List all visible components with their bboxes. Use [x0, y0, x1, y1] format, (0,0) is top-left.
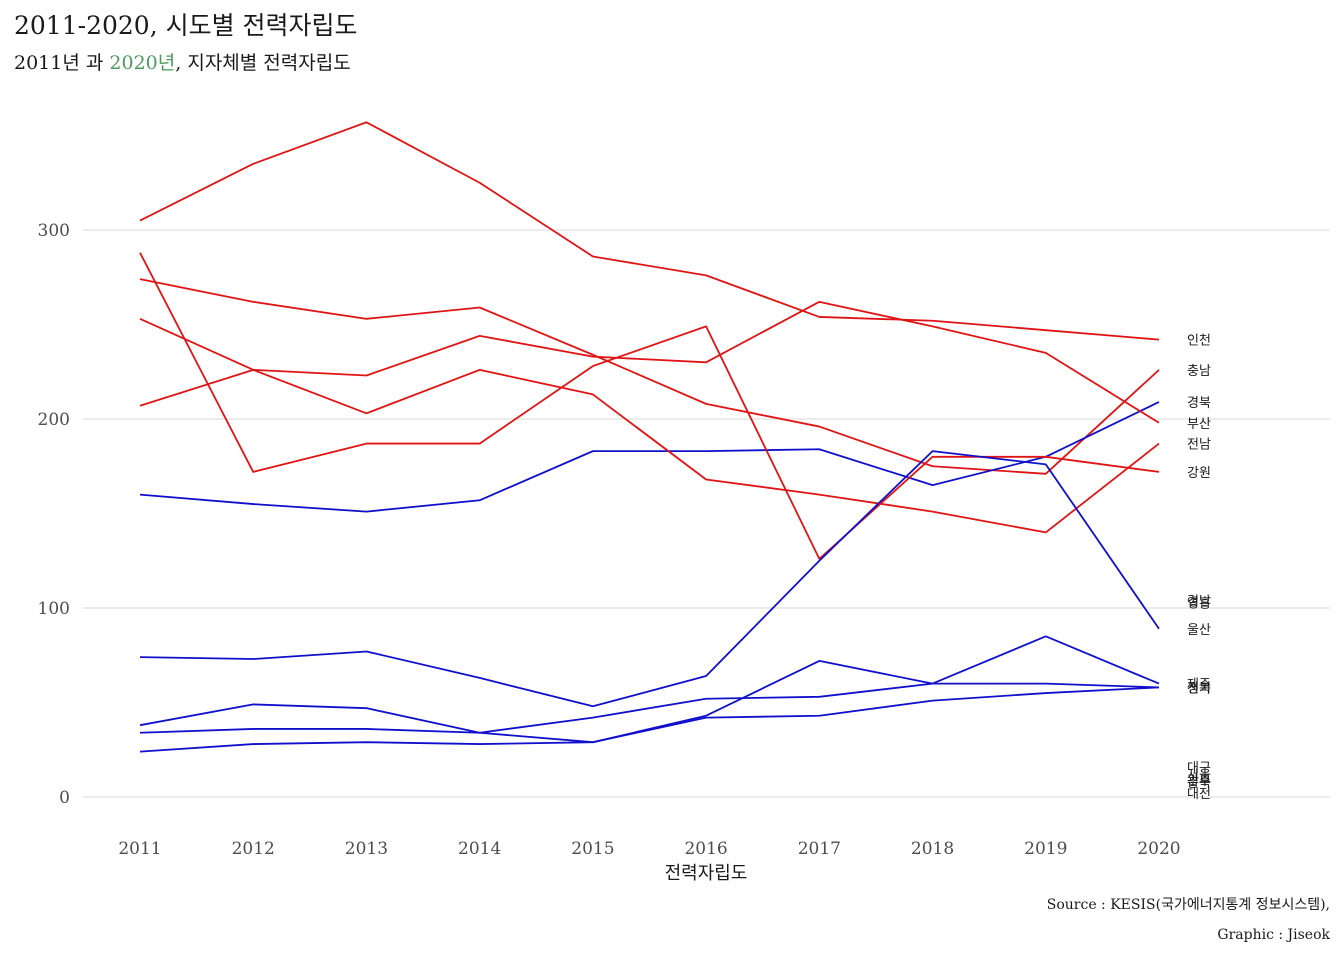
- series-line: [140, 279, 1159, 474]
- series-end-label: 울산: [1187, 623, 1211, 638]
- y-tick-label: 0: [59, 788, 70, 808]
- series-line: [140, 636, 1159, 742]
- x-tick-label: 2015: [571, 839, 614, 859]
- series-line: [140, 253, 1159, 559]
- y-tick-label: 300: [38, 221, 70, 241]
- y-tick-label: 200: [38, 410, 70, 430]
- x-tick-label: 2011: [118, 839, 161, 859]
- x-tick-label: 2018: [911, 839, 954, 859]
- series-line: [140, 451, 1159, 706]
- x-tick-label: 2012: [232, 839, 275, 859]
- series-line: [140, 302, 1159, 423]
- series-lines: [140, 122, 1159, 751]
- x-tick-label: 2016: [684, 839, 727, 859]
- series-end-label: 영흥: [1187, 596, 1211, 611]
- x-tick-label: 2014: [458, 839, 501, 859]
- x-tick-label: 2019: [1024, 839, 1067, 859]
- series-line: [140, 687, 1159, 751]
- graphic-caption: Graphic : Jiseok: [1217, 927, 1330, 943]
- series-end-label: 강원: [1187, 466, 1211, 481]
- series-end-label: 전남: [1187, 438, 1211, 453]
- x-tick-label: 2013: [345, 839, 388, 859]
- series-end-label: 부산: [1187, 417, 1211, 432]
- series-line: [140, 319, 1159, 533]
- series-end-label: 경북: [1187, 396, 1211, 411]
- x-tick-label: 2020: [1137, 839, 1180, 859]
- gridlines: [83, 230, 1330, 797]
- x-axis: 2011 2012 2013 2014 2015 2016 2017 2018 2019 2020: [118, 839, 1180, 859]
- series-end-label: 경기: [1187, 681, 1211, 696]
- series-end-label: 충남: [1187, 364, 1211, 379]
- y-tick-label: 100: [38, 599, 70, 619]
- y-axis: 0 100 200 300: [38, 221, 70, 808]
- series-end-label: 대전: [1187, 787, 1211, 802]
- source-caption: Source : KESIS(국가에너지통계 정보시스템),: [1047, 894, 1330, 914]
- series-end-label: 인천: [1187, 334, 1211, 349]
- x-axis-title: 전력자립도: [665, 863, 748, 884]
- x-tick-label: 2017: [798, 839, 841, 859]
